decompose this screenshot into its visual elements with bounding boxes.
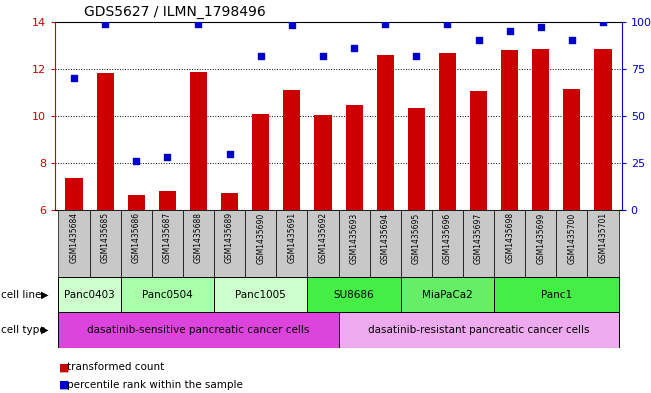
Bar <box>494 210 525 277</box>
Point <box>505 28 515 34</box>
Point <box>255 52 266 59</box>
Point <box>411 52 422 59</box>
Text: GSM1435695: GSM1435695 <box>412 212 421 264</box>
Bar <box>339 312 618 348</box>
Bar <box>96 73 114 210</box>
Text: Panc0403: Panc0403 <box>64 290 115 300</box>
Bar <box>439 53 456 210</box>
Bar <box>314 115 331 210</box>
Point <box>349 45 359 51</box>
Text: ■: ■ <box>59 380 73 390</box>
Text: Panc0504: Panc0504 <box>142 290 193 300</box>
Text: ■: ■ <box>59 362 73 373</box>
Text: GSM1435685: GSM1435685 <box>101 212 109 263</box>
Text: GSM1435693: GSM1435693 <box>350 212 359 264</box>
Bar <box>128 195 145 210</box>
Text: cell line: cell line <box>1 290 42 300</box>
Bar <box>557 210 587 277</box>
Bar <box>408 108 425 210</box>
Text: MiaPaCa2: MiaPaCa2 <box>422 290 473 300</box>
Point <box>286 22 297 29</box>
Point <box>598 18 608 25</box>
Point <box>536 24 546 30</box>
Bar <box>90 210 120 277</box>
Bar <box>339 210 370 277</box>
Bar <box>276 210 307 277</box>
Text: percentile rank within the sample: percentile rank within the sample <box>67 380 243 390</box>
Text: GDS5627 / ILMN_1798496: GDS5627 / ILMN_1798496 <box>83 5 266 19</box>
Point <box>225 151 235 157</box>
Text: GSM1435700: GSM1435700 <box>568 212 576 264</box>
Text: Panc1: Panc1 <box>541 290 572 300</box>
Text: SU8686: SU8686 <box>334 290 374 300</box>
Bar <box>533 49 549 210</box>
Bar <box>252 114 270 210</box>
Text: GSM1435697: GSM1435697 <box>474 212 483 264</box>
Point <box>380 20 391 27</box>
Text: Panc1005: Panc1005 <box>236 290 286 300</box>
Point <box>100 20 110 27</box>
Text: GSM1435684: GSM1435684 <box>70 212 79 263</box>
Bar <box>401 277 494 312</box>
Text: GSM1435689: GSM1435689 <box>225 212 234 263</box>
Text: GSM1435687: GSM1435687 <box>163 212 172 263</box>
Text: GSM1435698: GSM1435698 <box>505 212 514 263</box>
Text: GSM1435701: GSM1435701 <box>598 212 607 263</box>
Bar <box>377 55 394 210</box>
Bar <box>214 277 307 312</box>
Bar <box>120 277 214 312</box>
Point <box>162 154 173 161</box>
Bar <box>563 89 581 210</box>
Bar <box>190 72 207 210</box>
Bar <box>594 49 611 210</box>
Bar <box>587 210 618 277</box>
Bar <box>66 178 83 210</box>
Text: GSM1435688: GSM1435688 <box>194 212 203 263</box>
Bar <box>59 312 339 348</box>
Text: ▶: ▶ <box>40 325 48 335</box>
Point <box>473 37 484 44</box>
Bar <box>494 277 618 312</box>
Text: GSM1435686: GSM1435686 <box>132 212 141 263</box>
Text: GSM1435699: GSM1435699 <box>536 212 546 264</box>
Bar <box>307 210 339 277</box>
Point <box>193 20 204 27</box>
Bar <box>370 210 401 277</box>
Bar <box>59 277 120 312</box>
Text: cell type: cell type <box>1 325 46 335</box>
Bar <box>501 50 518 210</box>
Bar <box>401 210 432 277</box>
Bar <box>525 210 557 277</box>
Text: GSM1435691: GSM1435691 <box>287 212 296 263</box>
Bar <box>283 90 300 210</box>
Bar <box>245 210 276 277</box>
Bar <box>221 193 238 210</box>
Text: dasatinib-sensitive pancreatic cancer cells: dasatinib-sensitive pancreatic cancer ce… <box>87 325 310 335</box>
Point <box>318 52 328 59</box>
Bar <box>214 210 245 277</box>
Bar <box>346 105 363 210</box>
Text: transformed count: transformed count <box>67 362 164 373</box>
Text: GSM1435696: GSM1435696 <box>443 212 452 264</box>
Text: GSM1435692: GSM1435692 <box>318 212 327 263</box>
Text: dasatinib-resistant pancreatic cancer cells: dasatinib-resistant pancreatic cancer ce… <box>368 325 589 335</box>
Point <box>131 158 141 164</box>
Bar <box>59 210 90 277</box>
Bar <box>152 210 183 277</box>
Bar <box>120 210 152 277</box>
Text: ▶: ▶ <box>40 290 48 300</box>
Bar <box>183 210 214 277</box>
Bar <box>463 210 494 277</box>
Bar <box>432 210 463 277</box>
Bar <box>307 277 401 312</box>
Bar <box>470 91 487 210</box>
Text: GSM1435694: GSM1435694 <box>381 212 390 264</box>
Text: GSM1435690: GSM1435690 <box>256 212 265 264</box>
Point <box>567 37 577 44</box>
Point <box>69 75 79 81</box>
Bar <box>159 191 176 210</box>
Point <box>442 20 452 27</box>
